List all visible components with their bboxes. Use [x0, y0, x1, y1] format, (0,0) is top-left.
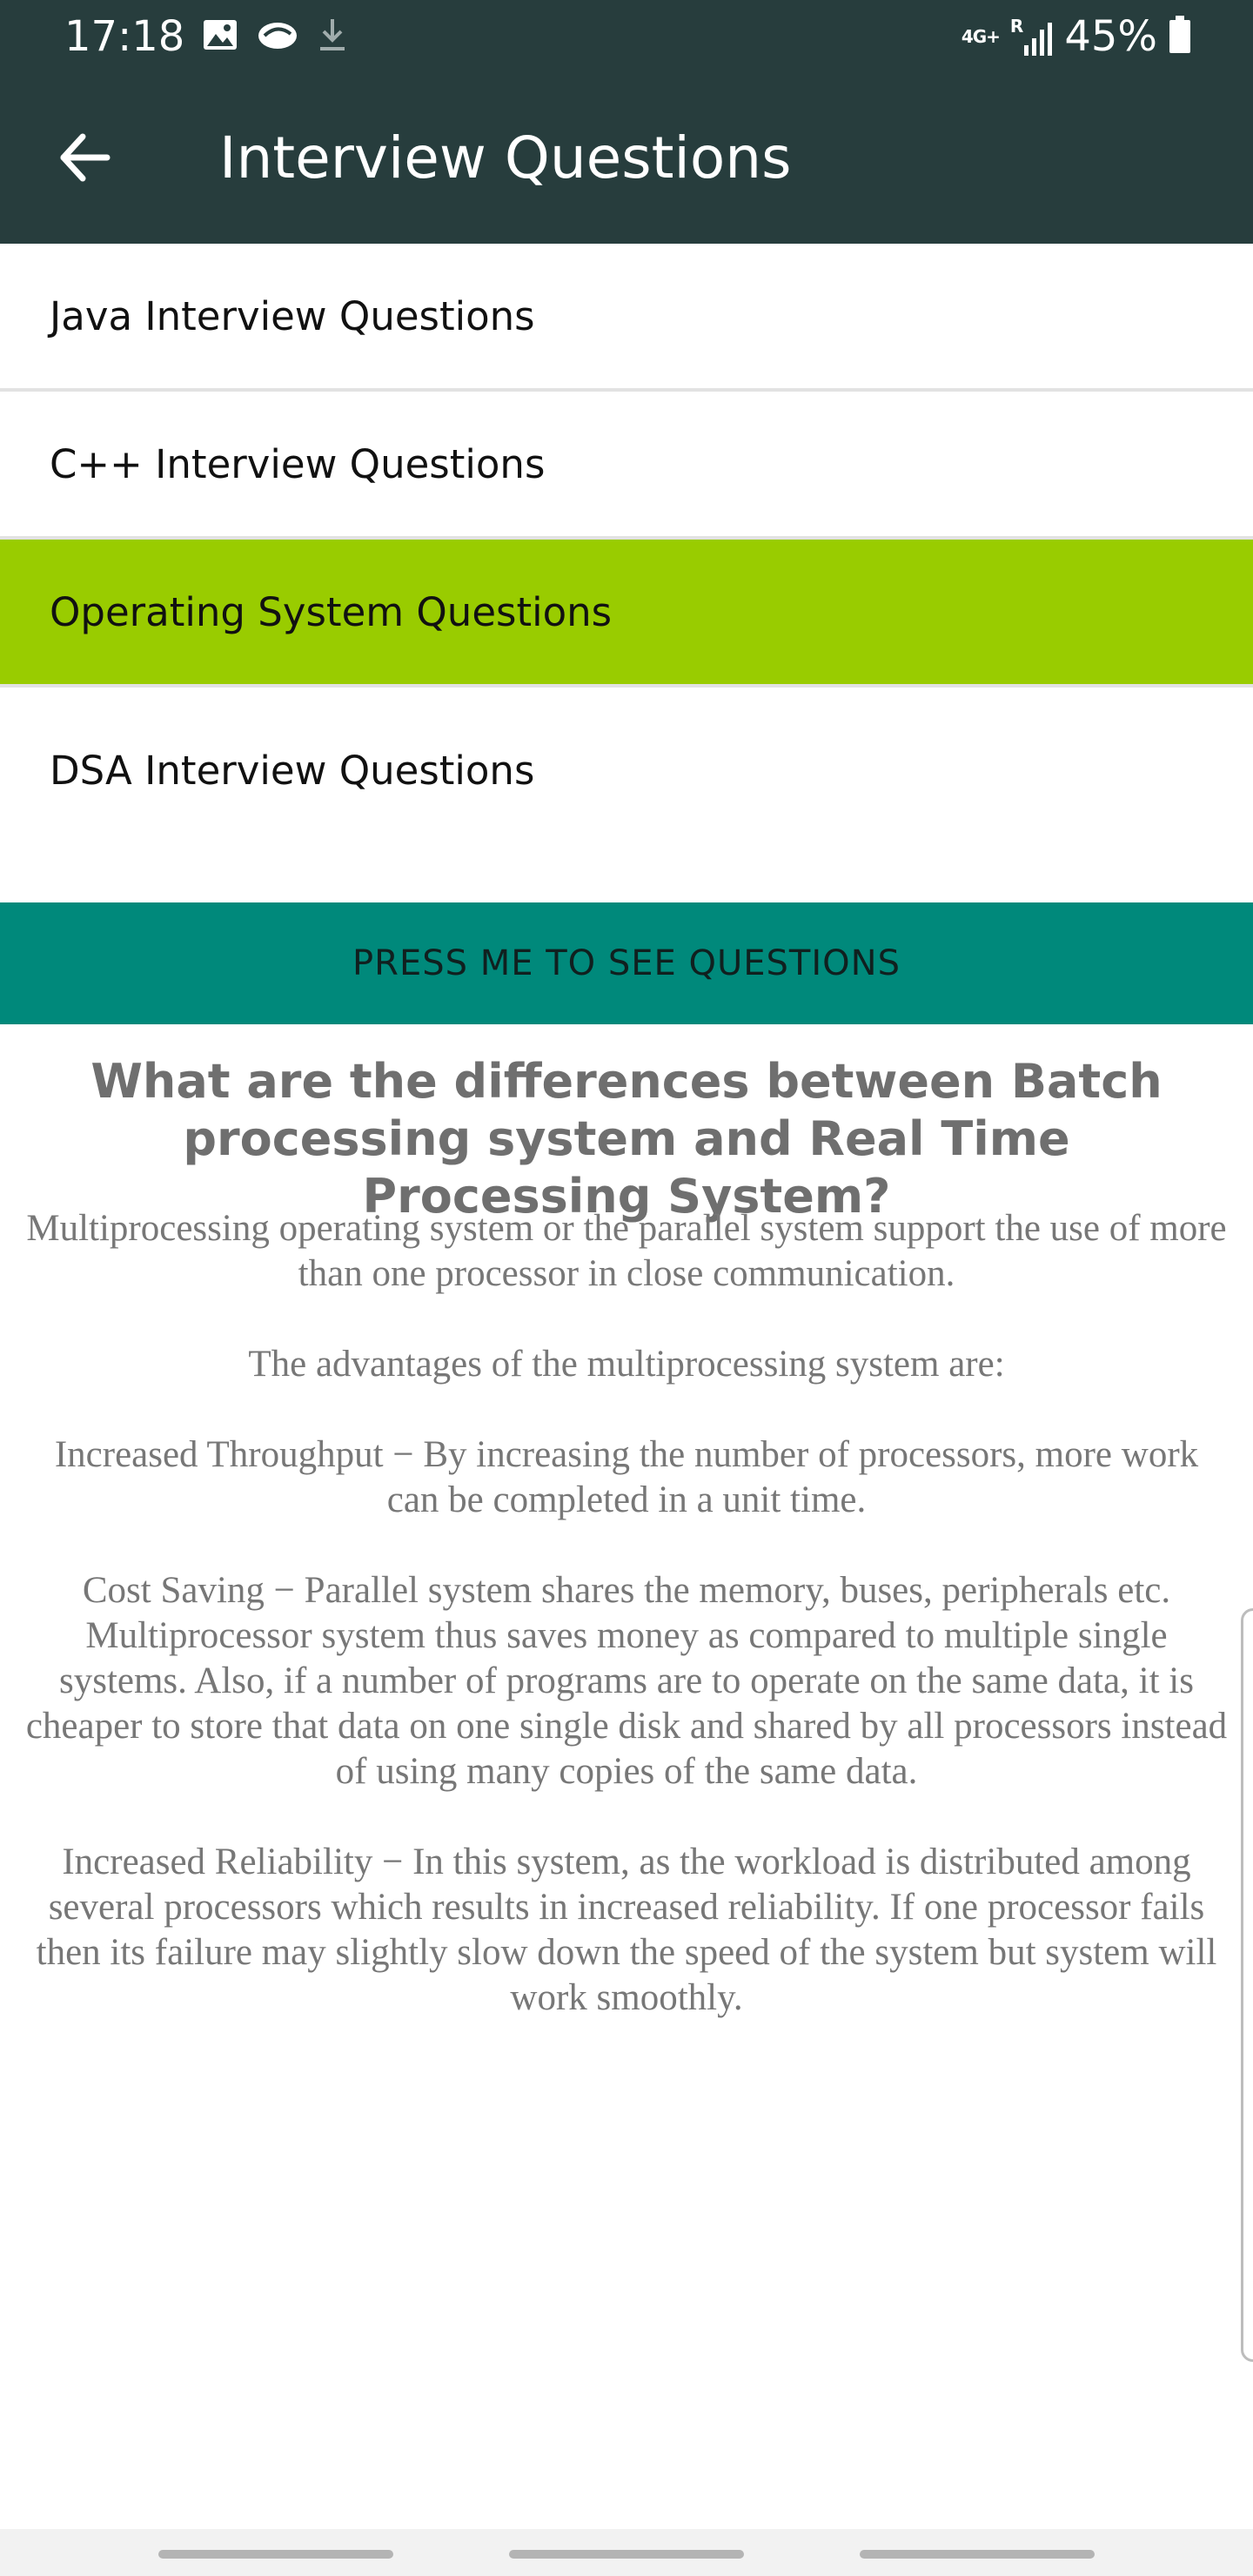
battery-percent: 45% — [1064, 12, 1157, 61]
nav-back-button[interactable] — [860, 2550, 1095, 2559]
status-notification-icons — [202, 16, 348, 57]
signal-icon: R — [1010, 17, 1054, 56]
status-system-icons: 4G+ R 45% — [962, 10, 1192, 63]
app-bar: Interview Questions — [0, 75, 1253, 244]
answer-paragraph: The advantages of the multiprocessing sy… — [248, 1344, 1005, 1385]
list-item-dsa[interactable]: DSA Interview Questions — [0, 696, 1253, 844]
download-icon — [317, 16, 348, 57]
answer-paragraph: Cost Saving − Parallel system shares the… — [25, 1570, 1228, 1792]
image-icon — [202, 17, 238, 57]
answer-text: Multiprocessing operating system or the … — [24, 1206, 1229, 2066]
question-title: What are the differences between Batch p… — [90, 1054, 1163, 1224]
arrow-left-icon — [57, 130, 112, 189]
list-item-operating-system[interactable]: Operating System Questions — [0, 540, 1253, 688]
cloud-icon — [256, 17, 299, 57]
back-button[interactable] — [45, 120, 124, 198]
list-item-java[interactable]: Java Interview Questions — [0, 244, 1253, 392]
answer-paragraph: Increased Throughput − By increasing the… — [54, 1434, 1199, 1520]
scrollbar-handle[interactable] — [1241, 1608, 1253, 2362]
nav-recents-button[interactable] — [158, 2550, 393, 2559]
answer-paragraph: Increased Reliability − In this system, … — [36, 1841, 1217, 2018]
answer-paragraph: Multiprocessing operating system or the … — [26, 1208, 1227, 1294]
nav-home-button[interactable] — [509, 2550, 744, 2559]
see-questions-button[interactable]: PRESS ME TO SEE QUESTIONS — [0, 902, 1253, 1024]
status-bar: 17:18 4G+ R — [0, 0, 1253, 75]
network-icon: 4G+ — [961, 26, 1001, 47]
roaming-label: R — [1009, 16, 1023, 37]
battery-icon — [1168, 16, 1192, 57]
system-nav-bar — [0, 2529, 1253, 2576]
list-item-cpp[interactable]: C++ Interview Questions — [0, 392, 1253, 540]
page-title: Interview Questions — [219, 124, 792, 191]
status-time: 17:18 — [64, 12, 185, 61]
